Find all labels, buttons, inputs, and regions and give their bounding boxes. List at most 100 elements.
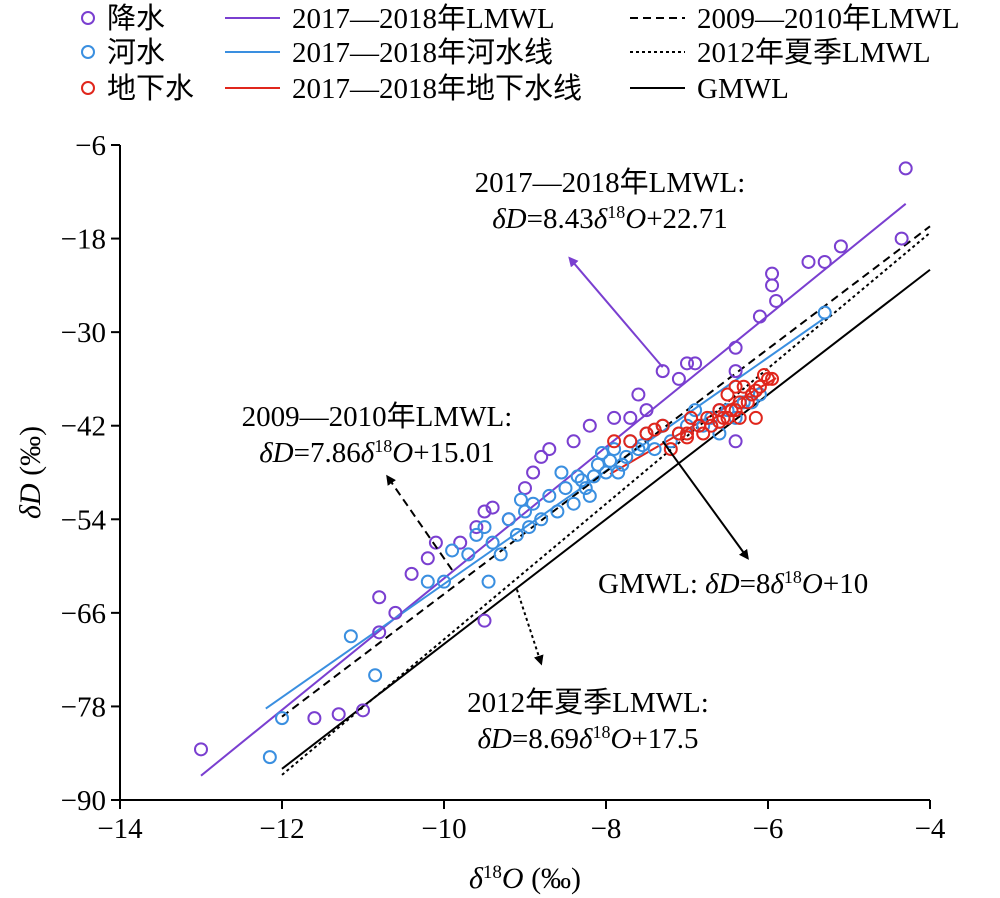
data-point bbox=[671, 426, 686, 441]
data-point bbox=[761, 371, 775, 386]
legend-label: 2017—2018年LMWL bbox=[292, 2, 555, 35]
data-point bbox=[756, 368, 771, 383]
data-point bbox=[833, 239, 848, 254]
data-point bbox=[748, 410, 763, 425]
data-point bbox=[570, 469, 585, 484]
data-point bbox=[631, 387, 646, 402]
legend-marker bbox=[81, 81, 95, 95]
annotation-title: 2012年夏季LMWL: bbox=[467, 686, 709, 719]
data-point bbox=[728, 340, 743, 355]
annotation-title: 2017—2018年LMWL: bbox=[475, 166, 746, 199]
data-point bbox=[526, 496, 541, 511]
data-point bbox=[509, 527, 524, 542]
data-point bbox=[663, 442, 678, 457]
data-point bbox=[688, 356, 703, 371]
data-point bbox=[639, 426, 654, 441]
annotation-arrow bbox=[661, 440, 749, 560]
data-point bbox=[631, 442, 646, 457]
y-tick-label: −78 bbox=[61, 691, 106, 723]
data-point bbox=[752, 387, 767, 402]
x-tick-label: −8 bbox=[591, 813, 622, 845]
data-point bbox=[518, 481, 532, 496]
data-point bbox=[728, 403, 743, 418]
data-point bbox=[769, 293, 784, 308]
data-point bbox=[469, 527, 484, 542]
data-point bbox=[655, 418, 670, 433]
data-point bbox=[428, 535, 443, 550]
data-point bbox=[615, 457, 630, 472]
legend-label: 河水 bbox=[107, 36, 165, 69]
data-point bbox=[894, 231, 909, 246]
data-point bbox=[611, 465, 626, 480]
x-axis-label: δ18O (‰) bbox=[469, 862, 581, 896]
data-point bbox=[331, 707, 346, 722]
annotation-title: 2009—2010年LMWL: bbox=[242, 400, 513, 433]
data-point bbox=[740, 395, 755, 410]
data-point bbox=[696, 418, 711, 433]
y-tick-label: −66 bbox=[61, 598, 106, 630]
data-point bbox=[728, 434, 743, 449]
series-line bbox=[200, 203, 907, 777]
data-point bbox=[481, 574, 496, 589]
data-point bbox=[765, 371, 780, 386]
data-point bbox=[461, 547, 476, 562]
data-point bbox=[542, 442, 557, 457]
data-point bbox=[720, 387, 735, 402]
data-point bbox=[586, 469, 601, 484]
data-point bbox=[720, 403, 735, 418]
data-point bbox=[493, 547, 508, 562]
series-line bbox=[265, 317, 826, 710]
data-point bbox=[765, 278, 780, 293]
x-tick-label: −4 bbox=[915, 813, 946, 845]
annotation-equation: δD=8.69δ18O+17.5 bbox=[477, 722, 698, 755]
series-line bbox=[281, 268, 931, 770]
plot-area: −14 −12 −10 −8 −6 −4 −6 −18 −30 −42 −54 −66 −78 −90 bbox=[61, 130, 946, 845]
data-point bbox=[437, 574, 451, 589]
annotation-equation: δD=8.43δ18O+22.71 bbox=[492, 202, 728, 235]
data-point bbox=[262, 750, 277, 765]
data-point bbox=[765, 266, 780, 281]
data-point bbox=[752, 309, 767, 324]
y-tick-label: −6 bbox=[75, 130, 106, 162]
data-point bbox=[566, 434, 581, 449]
data-point bbox=[671, 371, 686, 386]
data-point bbox=[275, 711, 289, 726]
data-point bbox=[716, 410, 731, 425]
legend-label: 2009—2010年LMWL bbox=[697, 2, 960, 35]
data-point bbox=[594, 446, 609, 461]
data-point bbox=[607, 410, 622, 425]
data-point bbox=[534, 449, 549, 464]
data-point bbox=[522, 520, 537, 535]
data-point bbox=[558, 481, 573, 496]
data-point bbox=[732, 395, 747, 410]
data-point bbox=[623, 410, 638, 425]
data-point bbox=[485, 535, 500, 550]
data-point bbox=[550, 504, 565, 519]
data-point bbox=[623, 434, 638, 449]
legend-marker bbox=[81, 45, 95, 59]
data-point bbox=[501, 512, 516, 527]
data-point bbox=[388, 605, 403, 620]
annotation-equation: δD=7.86δ18O+15.01 bbox=[259, 436, 495, 469]
data-point bbox=[704, 418, 719, 433]
data-point bbox=[574, 473, 589, 488]
data-point bbox=[728, 379, 743, 394]
annotation-arrow bbox=[568, 256, 664, 368]
data-point bbox=[639, 403, 654, 418]
data-point bbox=[700, 410, 715, 425]
legend-marker bbox=[81, 11, 95, 25]
data-point bbox=[684, 410, 699, 425]
data-point bbox=[817, 305, 832, 320]
data-point bbox=[607, 434, 622, 449]
x-tick-label: −12 bbox=[259, 813, 304, 845]
data-point bbox=[582, 418, 597, 433]
data-point bbox=[728, 364, 743, 379]
data-point bbox=[680, 356, 694, 371]
annotation-arrow bbox=[515, 589, 544, 666]
data-point bbox=[356, 703, 370, 718]
data-point bbox=[748, 383, 763, 398]
legend-label: 2017—2018年地下水线 bbox=[292, 72, 582, 105]
data-point bbox=[404, 566, 419, 581]
y-tick-label: −54 bbox=[61, 504, 107, 536]
